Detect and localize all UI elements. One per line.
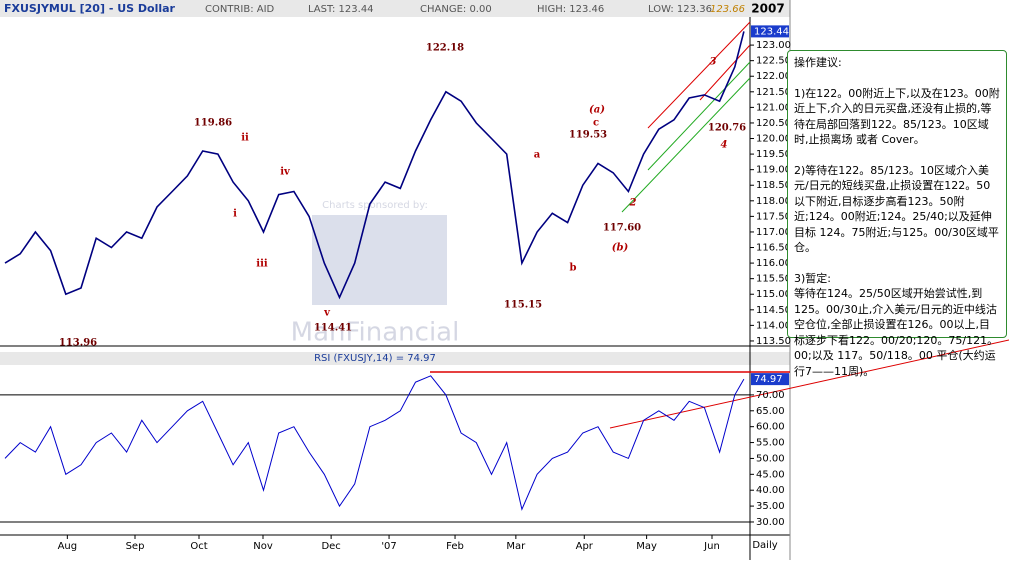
y-tick-label: 60.00	[756, 422, 785, 433]
x-tick-label: May	[636, 541, 657, 552]
year-label: 2007	[751, 2, 784, 16]
rsi-trend-line	[609, 339, 1009, 429]
wave-label: i	[233, 209, 237, 220]
y-tick-label: 65.00	[756, 406, 785, 417]
x-tick-label: Feb	[446, 541, 464, 552]
y-tick-label: 120.50	[756, 118, 791, 129]
x-unit: Daily	[752, 540, 777, 551]
x-tick-label: Jun	[703, 541, 720, 552]
y-tick-label: 123.00	[756, 40, 791, 51]
wave-label: (a)	[589, 105, 605, 116]
x-tick-label: Nov	[253, 541, 273, 552]
y-tick-label: 119.50	[756, 149, 791, 160]
wave-label: 4	[721, 140, 728, 151]
watermark: Charts sponsored by: ManFinancial	[291, 200, 460, 348]
advice-text: 3)暂定:	[794, 271, 831, 285]
x-tick-label: '07	[381, 541, 396, 552]
wave-label: 2	[629, 198, 637, 209]
advice-text: 1)在122。00附近上下,以及在123。00附近上下,介入的日元买盘,还没有止…	[794, 86, 1000, 147]
y-tick-label: 120.00	[756, 134, 791, 145]
y-tick-label: 117.00	[756, 227, 791, 238]
wave-label: iv	[280, 167, 291, 178]
trend-line	[699, 44, 751, 101]
wave-label: v	[323, 308, 331, 319]
wave-label: a	[534, 150, 541, 161]
header-stat: CHANGE: 0.00	[420, 4, 492, 15]
last-value-label: 123.44	[754, 26, 789, 37]
rsi-title: RSI (FXUSJY,14) = 74.97	[314, 353, 436, 364]
y-tick-label: 121.50	[756, 87, 791, 98]
x-tick-label: Mar	[506, 541, 526, 552]
price-annotation: 122.18	[426, 43, 464, 54]
y-tick-label: 114.50	[756, 305, 791, 316]
trend-line	[647, 21, 751, 129]
y-tick-label: 114.00	[756, 320, 791, 331]
wave-label: c	[593, 118, 599, 129]
rsi-header-bar	[0, 352, 790, 365]
watermark-logo	[312, 215, 447, 305]
y-tick-label: 116.50	[756, 243, 791, 254]
y-tick-label: 113.50	[756, 336, 791, 347]
last-value-label: 74.97	[754, 374, 783, 385]
header-stat: LAST: 123.44	[308, 4, 374, 15]
wave-label: iii	[256, 259, 268, 270]
y-tick-label: 115.50	[756, 274, 791, 285]
y-tick-label: 122.00	[756, 71, 791, 82]
header-bar	[0, 0, 790, 17]
y-tick-label: 40.00	[756, 485, 785, 496]
wave-label: (b)	[612, 243, 629, 254]
y-tick-label: 35.00	[756, 501, 785, 512]
x-tick-label: Sep	[126, 541, 145, 552]
x-tick-label: Aug	[58, 541, 78, 552]
header-stat: HIGH: 123.46	[537, 4, 604, 15]
x-tick-label: Apr	[576, 541, 594, 552]
price-annotation: 120.76	[708, 123, 746, 134]
last-value-box	[751, 25, 789, 38]
y-tick-label: 50.00	[756, 453, 785, 464]
price-annotation: 115.15	[504, 300, 542, 311]
y-tick-label: 121.00	[756, 102, 791, 113]
series-line	[4, 31, 745, 300]
trend-line	[647, 61, 751, 171]
price-annotation: 119.86	[194, 118, 232, 129]
header-stat: CONTRIB: AID	[205, 4, 275, 15]
y-tick-label: 118.50	[756, 180, 791, 191]
y-tick-label: 70.00	[756, 390, 785, 401]
y-tick-label: 30.00	[756, 517, 785, 528]
price-annotation: 117.60	[603, 223, 641, 234]
wave-label: ii	[241, 133, 249, 144]
watermark-text: ManFinancial	[291, 318, 460, 348]
y-tick-label: 119.00	[756, 165, 791, 176]
price-annotation: 119.53	[569, 130, 607, 141]
wave-label: b	[570, 263, 577, 274]
header-stat: LOW: 123.36	[648, 4, 712, 15]
x-tick-label: Dec	[321, 541, 340, 552]
y-tick-label: 115.00	[756, 289, 791, 300]
price-annotation: 114.41	[314, 323, 352, 334]
y-tick-label: 55.00	[756, 438, 785, 449]
advice-box: 操作建议: 1)在122。00附近上下,以及在123。00附近上下,介入的日元买…	[787, 50, 1007, 378]
series-line	[4, 375, 745, 511]
price-annotation: 113.96	[59, 338, 97, 349]
advice-text: 操作建议:	[794, 56, 842, 69]
advice-text: 2)等待在122。85/123。10区域介入美元/日元的短线买盘,止损设置在12…	[794, 163, 999, 255]
x-tick-label: Oct	[190, 541, 207, 552]
high-mark: 123.66	[710, 4, 745, 15]
y-tick-label: 122.50	[756, 56, 791, 67]
advice-text: 等待在124。25/50区域开始尝试性,到125。00/30止,介入美元/日元的…	[794, 287, 999, 378]
y-tick-label: 45.00	[756, 469, 785, 480]
y-tick-label: 117.50	[756, 211, 791, 222]
trend-line	[621, 77, 751, 213]
y-tick-label: 116.00	[756, 258, 791, 269]
y-tick-label: 118.00	[756, 196, 791, 207]
wave-label: 3	[710, 57, 717, 68]
watermark-text: Charts sponsored by:	[322, 200, 428, 211]
last-value-box	[751, 373, 789, 386]
chart-title: FXUSJYMUL [20] - US Dollar	[4, 2, 176, 15]
